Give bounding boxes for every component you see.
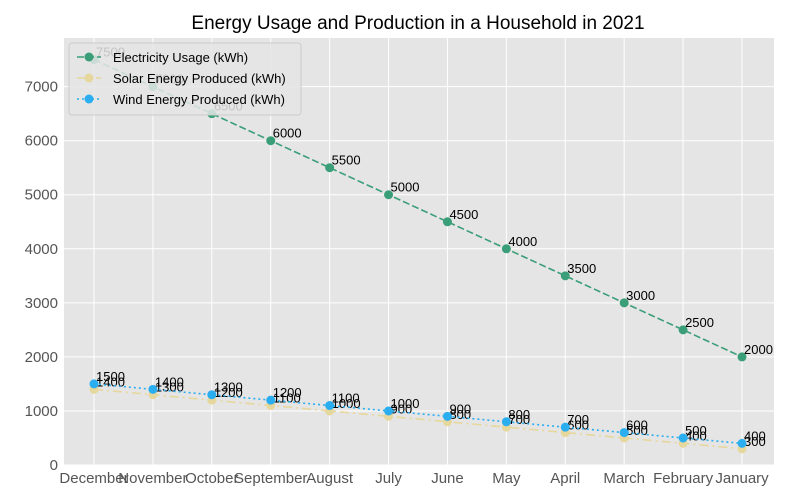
data-label: 1100 <box>332 391 360 406</box>
legend-label-2: Wind Energy Produced (kWh) <box>113 92 285 107</box>
data-point <box>560 271 570 281</box>
data-point <box>148 384 158 394</box>
data-label: 500 <box>685 423 707 438</box>
data-label: 1300 <box>155 380 184 395</box>
x-tick-label: August <box>306 470 354 487</box>
data-label: 4000 <box>508 234 537 249</box>
data-label: 300 <box>744 434 766 449</box>
series-line-0 <box>93 58 743 358</box>
x-tick-label: November <box>118 470 187 487</box>
x-tick-label: December <box>59 470 128 487</box>
data-label: 1000 <box>391 396 420 411</box>
x-tick-label: May <box>492 470 521 487</box>
data-point <box>678 325 688 335</box>
data-label: 1200 <box>214 385 243 400</box>
y-tick-label: 0 <box>50 457 58 474</box>
data-point <box>266 395 276 405</box>
data-point <box>442 411 452 421</box>
data-label: 600 <box>626 418 648 433</box>
y-tick-label: 4000 <box>25 241 58 258</box>
y-tick-label: 7000 <box>25 79 58 96</box>
x-tick-label: June <box>431 470 464 487</box>
series-line-2 <box>93 383 743 445</box>
data-point <box>619 298 629 308</box>
data-label: 400 <box>685 428 707 443</box>
legend-marker-1 <box>84 73 94 83</box>
data-label: 4500 <box>449 207 478 222</box>
data-point <box>678 433 688 443</box>
data-point <box>442 217 452 227</box>
data-label: 3000 <box>626 288 655 303</box>
data-point <box>266 136 276 146</box>
data-point <box>89 379 99 389</box>
x-tick-label: October <box>185 470 238 487</box>
data-point <box>501 244 511 254</box>
data-point <box>560 422 570 432</box>
data-label: 2000 <box>744 342 773 357</box>
data-label: 400 <box>744 428 766 443</box>
data-point <box>737 438 747 448</box>
data-label: 800 <box>508 407 530 422</box>
data-label: 800 <box>449 407 471 422</box>
data-label: 700 <box>508 412 530 427</box>
x-tick-label: July <box>375 470 402 487</box>
legend-marker-2 <box>84 94 94 104</box>
data-label: 6000 <box>273 126 302 141</box>
data-label: 700 <box>567 412 589 427</box>
data-point <box>619 428 629 438</box>
data-point <box>207 390 217 400</box>
data-point <box>737 352 747 362</box>
data-point <box>325 163 335 173</box>
x-tick-label: March <box>603 470 645 487</box>
series-line-1 <box>93 388 743 450</box>
x-tick-label: February <box>653 470 714 487</box>
legend-box <box>68 42 302 116</box>
y-tick-label: 6000 <box>25 133 58 150</box>
y-tick-label: 3000 <box>25 295 58 312</box>
data-label: 1200 <box>273 385 302 400</box>
data-label: 900 <box>391 401 413 416</box>
data-label: 1400 <box>96 374 125 389</box>
legend-marker-0 <box>84 52 94 62</box>
y-tick-label: 2000 <box>25 349 58 366</box>
x-tick-label: September <box>234 470 307 487</box>
data-label: 900 <box>449 401 471 416</box>
y-tick-label: 1000 <box>25 403 58 420</box>
data-label: 5000 <box>391 180 420 195</box>
data-label: 1400 <box>155 374 184 389</box>
data-label: 2500 <box>685 315 714 330</box>
legend-label-1: Solar Energy Produced (kWh) <box>113 71 286 86</box>
data-label: 5500 <box>332 153 361 168</box>
data-point <box>325 401 335 411</box>
x-tick-label: April <box>550 470 580 487</box>
data-point <box>384 406 394 416</box>
legend: Electricity Usage (kWh) Solar Energy Prod… <box>68 42 302 116</box>
data-point <box>501 417 511 427</box>
chart-title: Energy Usage and Production in a Househo… <box>191 13 644 34</box>
data-label: 1300 <box>214 380 243 395</box>
x-tick-label: January <box>715 470 769 487</box>
data-label: 3500 <box>567 261 596 276</box>
data-point <box>384 190 394 200</box>
y-tick-label: 5000 <box>25 187 58 204</box>
data-label: 1500 <box>96 369 125 384</box>
legend-label-0: Electricity Usage (kWh) <box>113 50 248 65</box>
